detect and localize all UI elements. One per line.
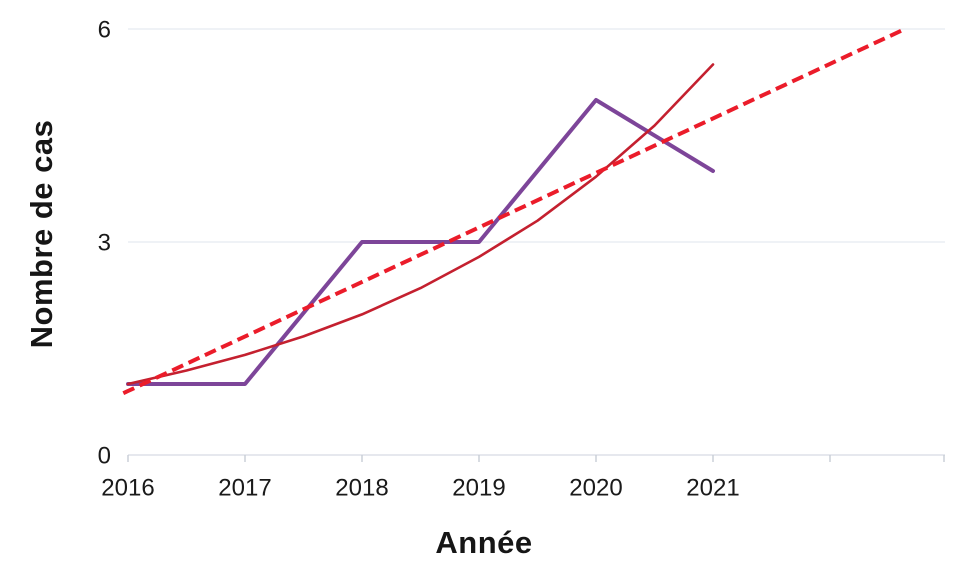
series-line-linear-trend xyxy=(122,27,906,396)
x-tick-label: 2019 xyxy=(452,475,505,502)
x-tick-label: 2018 xyxy=(335,475,388,502)
y-tick-label: 6 xyxy=(98,17,111,44)
y-tick-label: 0 xyxy=(98,443,111,470)
y-axis-title: Nombre de cas xyxy=(24,119,59,349)
x-tick-label: 2016 xyxy=(101,475,154,502)
x-tick-label: 2021 xyxy=(686,475,739,502)
series-line-exponential-trend xyxy=(126,63,715,386)
x-tick-label: 2020 xyxy=(569,475,622,502)
series-line-observed-cases xyxy=(126,98,715,386)
x-tick-label: 2017 xyxy=(218,475,271,502)
y-tick-label: 3 xyxy=(98,230,111,257)
x-axis-title: Année xyxy=(435,525,533,560)
